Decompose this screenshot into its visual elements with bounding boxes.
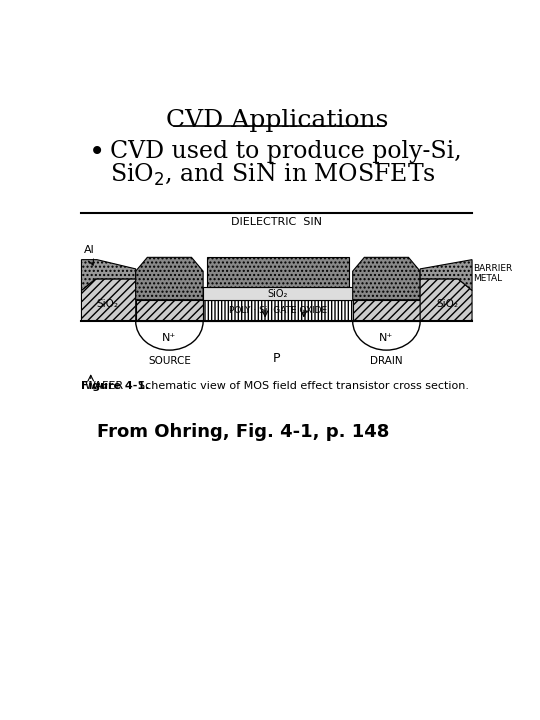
Text: From Ohring, Fig. 4-1, p. 148: From Ohring, Fig. 4-1, p. 148 — [97, 423, 389, 441]
Polygon shape — [82, 279, 136, 321]
Polygon shape — [207, 257, 349, 287]
Text: BARRIER
METAL: BARRIER METAL — [474, 264, 513, 283]
Text: SiO₂: SiO₂ — [97, 300, 119, 310]
Text: N⁺: N⁺ — [379, 333, 394, 343]
Polygon shape — [82, 260, 136, 290]
Text: P: P — [273, 351, 280, 365]
Polygon shape — [353, 257, 420, 300]
Text: CVD used to produce poly-Si,: CVD used to produce poly-Si, — [110, 140, 462, 163]
Text: DIELECTRIC  SIN: DIELECTRIC SIN — [231, 217, 322, 227]
Polygon shape — [136, 257, 203, 300]
Polygon shape — [420, 279, 472, 321]
Polygon shape — [420, 260, 472, 290]
Text: SOURCE: SOURCE — [148, 356, 191, 366]
Polygon shape — [136, 300, 203, 321]
Text: Schematic view of MOS field effect transistor cross section.: Schematic view of MOS field effect trans… — [131, 381, 469, 390]
Text: •: • — [89, 140, 105, 167]
Polygon shape — [203, 300, 353, 321]
Text: WAFER: WAFER — [85, 382, 124, 391]
Polygon shape — [203, 287, 353, 300]
Text: SiO$_2$, and SiN in MOSFETs: SiO$_2$, and SiN in MOSFETs — [110, 162, 436, 188]
Text: POLY · Si  GATE OXIDE: POLY · Si GATE OXIDE — [229, 306, 327, 315]
Text: CVD Applications: CVD Applications — [166, 109, 388, 132]
Polygon shape — [353, 300, 420, 321]
Text: SiO₂: SiO₂ — [436, 300, 458, 310]
Text: Al: Al — [84, 245, 94, 255]
Text: SiO₂: SiO₂ — [268, 289, 288, 299]
Text: Figure 4-1.: Figure 4-1. — [82, 381, 150, 390]
Text: N⁺: N⁺ — [163, 333, 177, 343]
Text: DRAIN: DRAIN — [370, 356, 403, 366]
